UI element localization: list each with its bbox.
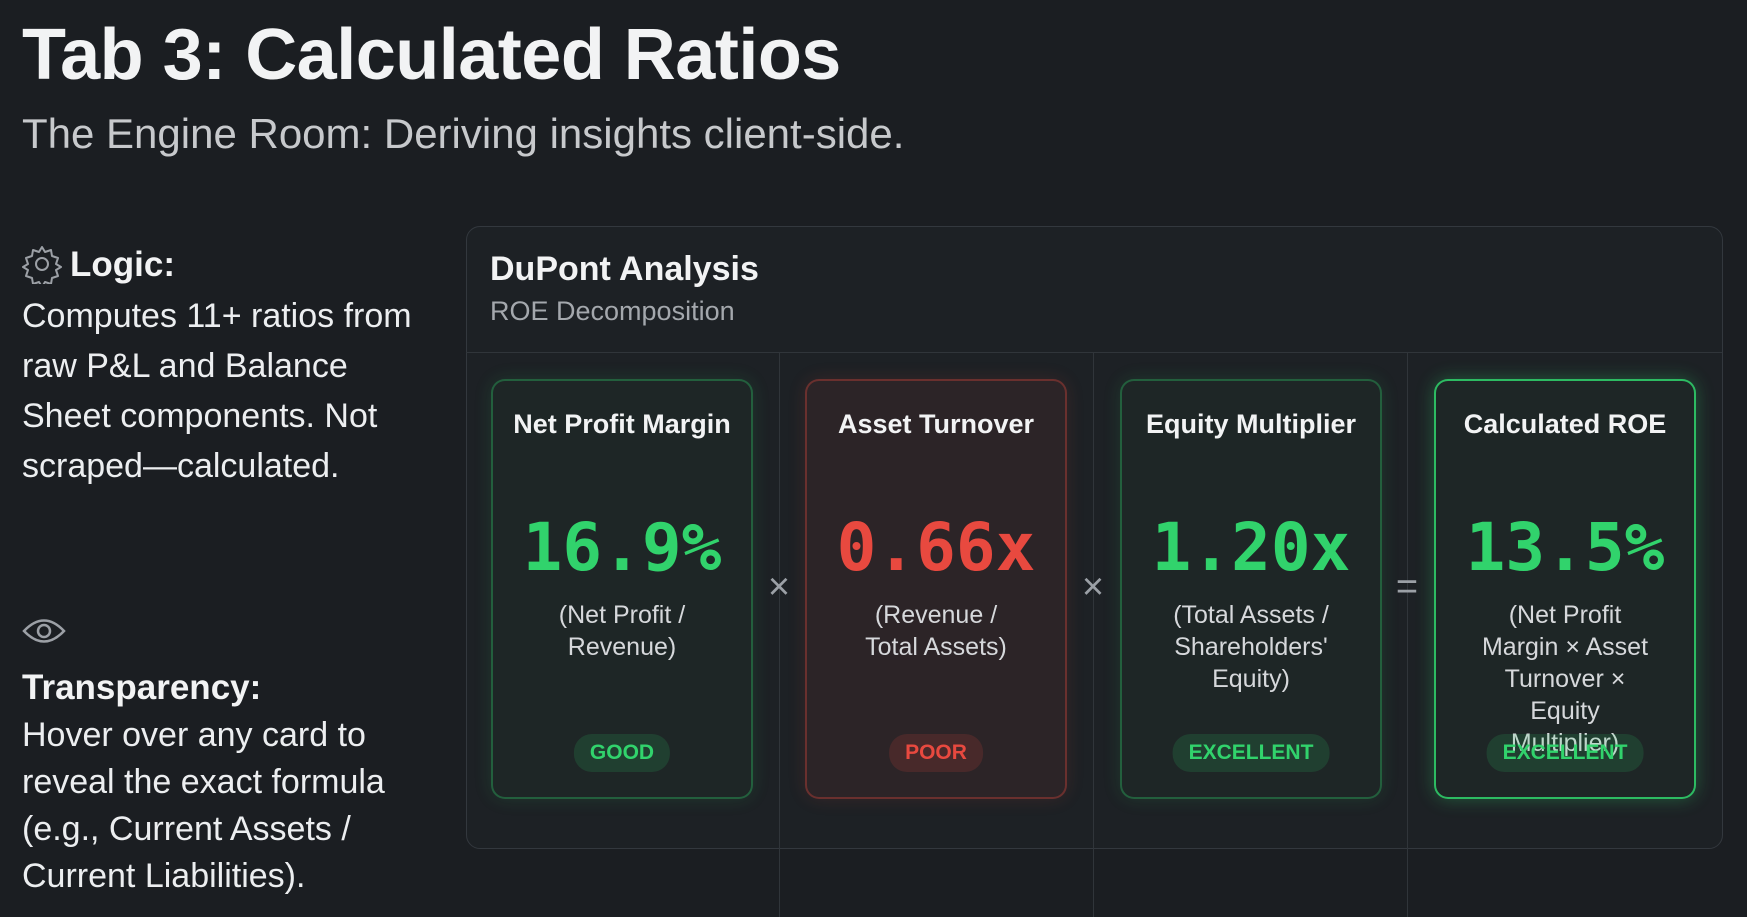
operator: × (1081, 566, 1105, 608)
status-badge: GOOD (573, 734, 671, 772)
panel-divider (466, 352, 1722, 353)
column-divider (1407, 353, 1408, 917)
panel-title: DuPont Analysis (490, 250, 759, 288)
dupont-panel (466, 226, 1723, 849)
card-formula: (Net Profit Margin × Asset Turnover × Eq… (1481, 601, 1649, 757)
panel-subtitle: ROE Decomposition (490, 296, 735, 326)
column-divider (1093, 353, 1094, 917)
page-subtitle: The Engine Room: Deriving insights clien… (22, 110, 905, 157)
ratio-card: Asset Turnover 0.66x (Revenue / Total Asse… (805, 379, 1067, 799)
card-title: Asset Turnover (837, 409, 1035, 439)
card-formula: (Revenue / Total Assets) (865, 601, 1007, 661)
operator: = (1395, 566, 1419, 608)
card-title: Net Profit Margin (513, 409, 731, 439)
page-title: Tab 3: Calculated Ratios (22, 15, 841, 95)
card-formula: (Net Profit / Revenue) (558, 601, 686, 661)
status-badge: POOR (889, 734, 983, 772)
card-value: 16.9% (522, 509, 722, 586)
sidebar-heading: Logic: (70, 245, 175, 284)
status-badge: EXCELLENT (1486, 734, 1644, 772)
ratio-card: Equity Multiplier 1.20x (Total Assets / Sh… (1120, 379, 1382, 799)
gear-icon (22, 246, 62, 284)
sidebar-heading: Transparency: (22, 668, 262, 707)
card-value: 13.5% (1465, 509, 1665, 586)
card-value: 1.20x (1151, 509, 1351, 586)
status-badge: EXCELLENT (1172, 734, 1330, 772)
sidebar-text: Computes 11+ ratios from raw P&L and Bal… (22, 297, 412, 485)
card-value: 0.66x (836, 509, 1036, 586)
eye-icon (22, 619, 66, 643)
ratio-card: Net Profit Margin 16.9% (Net Profit / Reve… (491, 379, 753, 799)
card-formula: (Total Assets / Shareholders' Equity) (1173, 601, 1329, 693)
operator: × (767, 566, 791, 608)
card-title: Equity Multiplier (1145, 409, 1356, 439)
card-title: Calculated ROE (1463, 409, 1667, 439)
ratio-card: Calculated ROE 13.5% (Net Profit Margin × … (1434, 379, 1696, 799)
column-divider (779, 353, 780, 917)
sidebar-text: Hover over any card to reveal the exact … (22, 716, 385, 895)
